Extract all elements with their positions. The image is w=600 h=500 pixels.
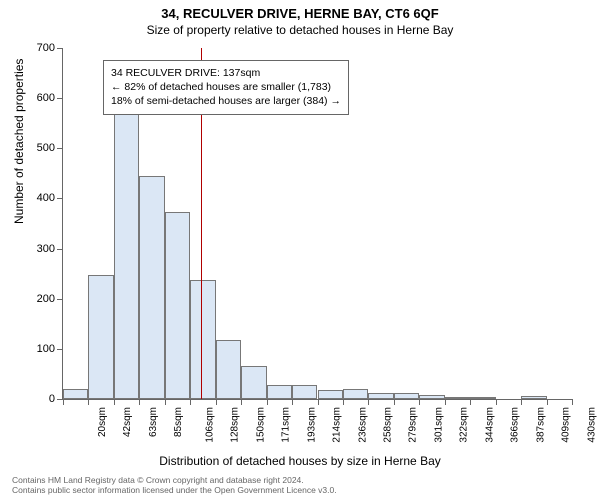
histogram-bar	[521, 396, 546, 399]
x-tick	[572, 399, 573, 405]
x-tick	[470, 399, 471, 405]
x-tick	[190, 399, 191, 405]
x-tick	[165, 399, 166, 405]
x-tick	[318, 399, 319, 405]
x-tick-label: 63sqm	[148, 407, 159, 437]
histogram-bar	[292, 385, 317, 399]
x-tick	[267, 399, 268, 405]
x-tick-label: 258sqm	[383, 407, 394, 443]
histogram-bar	[190, 280, 215, 399]
x-tick	[216, 399, 217, 405]
x-tick	[547, 399, 548, 405]
x-tick-label: 344sqm	[484, 407, 495, 443]
histogram-bar	[63, 389, 88, 399]
x-tick-label: 150sqm	[255, 407, 266, 443]
x-tick-label: 387sqm	[535, 407, 546, 443]
x-tick-label: 279sqm	[408, 407, 419, 443]
y-tick-label: 200	[37, 293, 63, 305]
x-tick	[394, 399, 395, 405]
annotation-box: 34 RECULVER DRIVE: 137sqm ← 82% of detac…	[103, 60, 349, 115]
histogram-bar	[241, 366, 266, 399]
x-tick	[419, 399, 420, 405]
y-axis-title: Number of detached properties	[12, 59, 26, 224]
x-tick	[241, 399, 242, 405]
histogram-bar	[470, 397, 495, 399]
histogram-bar	[139, 176, 164, 399]
footer-attribution: Contains HM Land Registry data © Crown c…	[12, 475, 337, 496]
y-tick-label: 500	[37, 142, 63, 154]
y-tick-label: 100	[37, 343, 63, 355]
x-tick	[139, 399, 140, 405]
histogram-bar	[216, 340, 241, 399]
histogram-bar	[368, 393, 393, 399]
y-tick-label: 0	[49, 393, 63, 405]
annotation-line-1: 34 RECULVER DRIVE: 137sqm	[111, 66, 341, 80]
histogram-bar	[394, 393, 419, 399]
y-tick-label: 700	[37, 42, 63, 54]
x-tick-label: 430sqm	[586, 407, 597, 443]
x-tick	[292, 399, 293, 405]
x-tick-label: 366sqm	[510, 407, 521, 443]
x-tick-label: 42sqm	[122, 407, 133, 437]
annotation-line-3: 18% of semi-detached houses are larger (…	[111, 94, 341, 108]
histogram-bar	[419, 395, 444, 399]
histogram-bar	[165, 212, 190, 399]
footer-line-2: Contains public sector information licen…	[12, 485, 337, 496]
histogram-bar	[343, 389, 368, 399]
x-tick-label: 128sqm	[230, 407, 241, 443]
histogram-bar	[445, 397, 470, 399]
x-tick-label: 106sqm	[204, 407, 215, 443]
x-axis-title: Distribution of detached houses by size …	[0, 454, 600, 468]
x-tick-label: 301sqm	[433, 407, 444, 443]
histogram-bar	[267, 385, 292, 399]
x-tick-label: 85sqm	[173, 407, 184, 437]
x-tick-label: 322sqm	[459, 407, 470, 443]
x-tick	[445, 399, 446, 405]
histogram-bar	[114, 103, 139, 399]
y-tick-label: 600	[37, 92, 63, 104]
x-tick-label: 193sqm	[306, 407, 317, 443]
x-tick	[368, 399, 369, 405]
chart-title-sub: Size of property relative to detached ho…	[0, 21, 600, 41]
footer-line-1: Contains HM Land Registry data © Crown c…	[12, 475, 337, 486]
x-tick-label: 214sqm	[332, 407, 343, 443]
x-tick-label: 236sqm	[357, 407, 368, 443]
x-tick	[496, 399, 497, 405]
histogram-bar	[318, 390, 343, 399]
annotation-line-2: ← 82% of detached houses are smaller (1,…	[111, 80, 341, 94]
x-tick	[343, 399, 344, 405]
y-tick-label: 400	[37, 192, 63, 204]
x-tick	[88, 399, 89, 405]
histogram-plot: 010020030040050060070020sqm42sqm63sqm85s…	[62, 48, 572, 400]
x-tick	[521, 399, 522, 405]
histogram-bar	[88, 275, 113, 399]
x-tick-label: 409sqm	[561, 407, 572, 443]
x-tick	[114, 399, 115, 405]
x-tick-label: 20sqm	[97, 407, 108, 437]
y-tick-label: 300	[37, 243, 63, 255]
x-tick-label: 171sqm	[281, 407, 292, 443]
chart-title-main: 34, RECULVER DRIVE, HERNE BAY, CT6 6QF	[0, 0, 600, 21]
x-tick	[63, 399, 64, 405]
